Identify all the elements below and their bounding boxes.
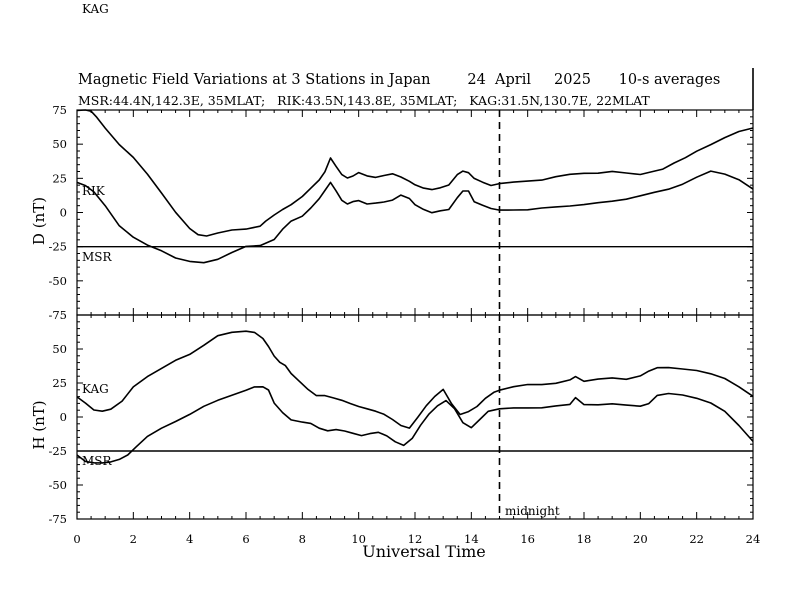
y-tick-label-bottom: 50 [52,342,67,356]
series-label-bottom-msr: MSR [82,454,113,468]
x-tick-label: 0 [73,532,80,546]
y-tick-label-bottom: -25 [48,444,67,458]
y-tick-label-bottom: 0 [60,410,67,424]
series-line-top-kag [76,109,754,237]
y-tick-label-bottom: -75 [48,512,67,526]
x-tick-label: 4 [186,532,193,546]
series-label-top-rik: RIK [82,184,106,198]
y-tick-label-top: 75 [52,103,67,117]
chart-subtitle: MSR:44.4N,142.3E, 35MLAT; RIK:43.5N,143.… [78,93,650,108]
panel-frame-bottom [76,314,754,520]
x-tick-label: 20 [633,532,648,546]
chart-title: Magnetic Field Variations at 3 Stations … [78,72,721,88]
y-axis-label-bottom: H (nT) [30,400,48,449]
panel-frame-top [76,109,754,316]
midnight-annotation: midnight [505,504,560,518]
x-tick-label: 6 [242,532,249,546]
x-tick-label: 18 [577,532,592,546]
y-tick-label-top: -50 [48,274,67,288]
y-tick-label-top: 25 [52,171,67,185]
y-axis-label-top: D (nT) [30,197,48,245]
x-tick-label: 16 [520,532,535,546]
x-tick-label: 8 [299,532,306,546]
x-tick-label: 22 [689,532,704,546]
y-tick-label-top: -75 [48,308,67,322]
x-axis-label: Universal Time [362,542,485,561]
x-tick-label: 14 [464,532,479,546]
x-tick-label: 10 [351,532,366,546]
series-label-bottom-kag: KAG [82,382,109,396]
series-line-top-rik [76,170,754,264]
y-tick-label-top: 50 [52,137,67,151]
series-line-bottom-kag [76,330,754,429]
series-line-bottom-msr [76,386,754,464]
x-tick-label: 24 [746,532,761,546]
y-tick-label-top: -25 [48,240,67,254]
x-tick-label: 12 [408,532,423,546]
series-label-top-msr: MSR [82,250,113,264]
y-tick-label-bottom: 25 [52,376,67,390]
series-label-top-kag: KAG [82,2,109,16]
y-tick-label-bottom: -50 [48,478,67,492]
x-tick-label: 2 [130,532,137,546]
y-tick-label-top: 0 [60,206,67,220]
